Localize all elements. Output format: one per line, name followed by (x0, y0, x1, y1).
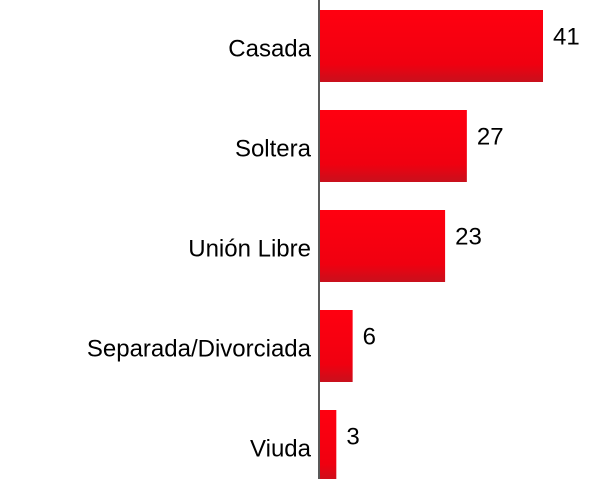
category-label: Viuda (250, 435, 312, 462)
value-label: 6 (363, 323, 376, 350)
category-label: Separada/Divorciada (87, 335, 312, 362)
bar (320, 310, 353, 382)
bar (320, 110, 467, 182)
value-label: 23 (455, 223, 482, 250)
category-label: Casada (228, 35, 311, 62)
value-label: 3 (346, 423, 359, 450)
category-label: Soltera (235, 135, 312, 162)
bar (320, 10, 543, 82)
value-label: 41 (553, 23, 580, 50)
value-label: 27 (477, 123, 504, 150)
category-label: Unión Libre (188, 235, 311, 262)
bar (320, 410, 337, 479)
bar (320, 210, 446, 282)
